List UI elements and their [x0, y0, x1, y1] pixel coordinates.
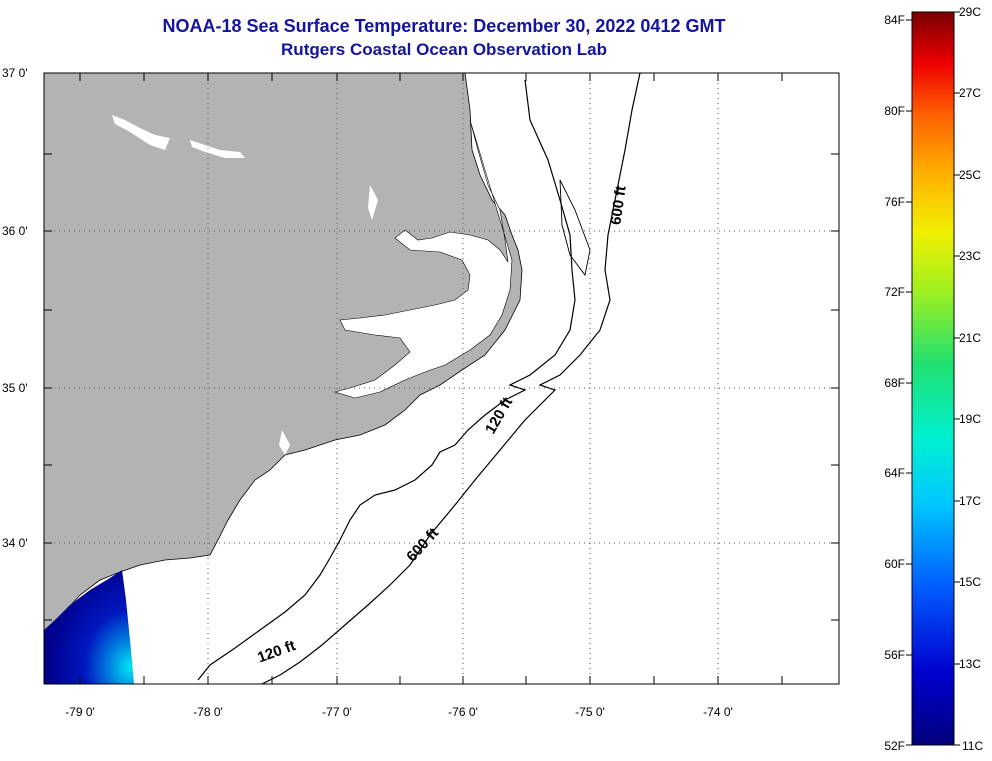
- land-mass: [44, 73, 523, 661]
- lon-label: -76 0': [448, 705, 478, 719]
- colorbar-f-label: 64F: [884, 466, 905, 480]
- colorbar-c-label: 15C: [959, 575, 981, 589]
- sst-data-patch: [44, 570, 134, 684]
- colorbar-c-label: 29C: [959, 5, 981, 19]
- colorbar-c-label: 13C: [959, 657, 981, 671]
- colorbar-f-label: 68F: [884, 376, 905, 390]
- colorbar-c-label: 25C: [959, 168, 981, 182]
- colorbar-c-label: 11C: [962, 739, 983, 753]
- lat-label: 37 0': [2, 66, 28, 80]
- map-frame: [43, 72, 840, 685]
- colorbar-c-label: 21C: [959, 331, 981, 345]
- colorbar-c-label: 27C: [959, 86, 981, 100]
- colorbar-f-label: 60F: [884, 557, 905, 571]
- lat-label: 35 0': [2, 381, 28, 395]
- lat-label: 34 0': [2, 536, 28, 550]
- sound-water: [333, 119, 513, 399]
- contour-label: 600 ft: [607, 185, 629, 226]
- lon-label: -79 0': [65, 705, 95, 719]
- axis-ticks: [44, 73, 839, 684]
- lon-label: -75 0': [575, 705, 605, 719]
- colorbar-c-label: 19C: [959, 412, 981, 426]
- lon-label: -77 0': [322, 705, 352, 719]
- colorbar-f-label: 76F: [884, 195, 905, 209]
- colorbar-f-label: 80F: [884, 104, 905, 118]
- colorbar-f-label: 84F: [884, 13, 905, 27]
- map-title: NOAA-18 Sea Surface Temperature: Decembe…: [162, 16, 726, 36]
- colorbar-f-label: 56F: [884, 648, 905, 662]
- colorbar-c-label: 17C: [959, 494, 981, 508]
- colorbar-ticks: [906, 11, 960, 746]
- contour-120ft-north: [197, 79, 576, 681]
- map-subtitle: Rutgers Coastal Ocean Observation Lab: [281, 40, 607, 59]
- colorbar-c-label: 23C: [959, 249, 981, 263]
- lon-label: -74 0': [703, 705, 733, 719]
- lon-label: -78 0': [193, 705, 223, 719]
- contour-600ft: [261, 73, 641, 684]
- colorbar-f-label: 72F: [884, 285, 905, 299]
- graticule: [44, 73, 839, 684]
- colorbar: [911, 11, 955, 746]
- lat-label: 36 0': [2, 224, 28, 238]
- colorbar-f-label: 52F: [884, 739, 905, 753]
